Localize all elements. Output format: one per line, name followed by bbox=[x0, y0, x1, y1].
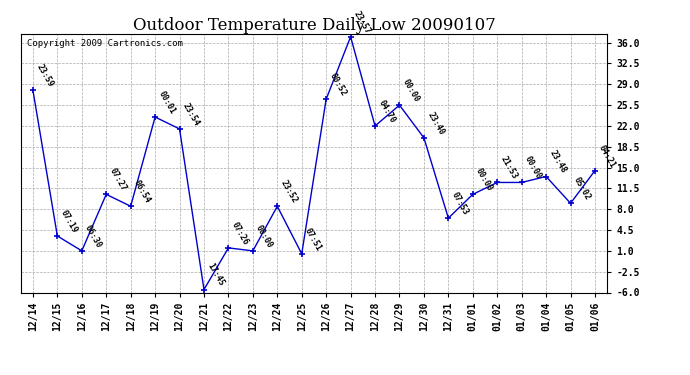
Text: 07:26: 07:26 bbox=[230, 220, 250, 246]
Text: 07:53: 07:53 bbox=[450, 190, 470, 217]
Text: 07:51: 07:51 bbox=[303, 226, 324, 252]
Text: 07:19: 07:19 bbox=[59, 209, 79, 235]
Text: 00:00: 00:00 bbox=[474, 167, 495, 193]
Text: 04:70: 04:70 bbox=[377, 98, 397, 124]
Text: 23:57: 23:57 bbox=[352, 9, 373, 35]
Text: 17:45: 17:45 bbox=[206, 262, 226, 288]
Text: 00:00: 00:00 bbox=[523, 155, 543, 181]
Text: 23:59: 23:59 bbox=[34, 63, 55, 89]
Text: Copyright 2009 Cartronics.com: Copyright 2009 Cartronics.com bbox=[26, 39, 182, 48]
Text: 00:00: 00:00 bbox=[254, 224, 275, 249]
Text: 23:52: 23:52 bbox=[279, 179, 299, 205]
Text: 23:40: 23:40 bbox=[425, 110, 446, 136]
Text: 21:53: 21:53 bbox=[499, 155, 519, 181]
Text: 00:52: 00:52 bbox=[328, 72, 348, 98]
Text: 06:54: 06:54 bbox=[132, 179, 152, 205]
Text: 07:27: 07:27 bbox=[108, 167, 128, 193]
Text: 05:02: 05:02 bbox=[572, 176, 592, 202]
Text: 00:00: 00:00 bbox=[401, 78, 421, 104]
Text: 04:21: 04:21 bbox=[596, 143, 617, 169]
Text: 23:48: 23:48 bbox=[547, 149, 568, 175]
Text: 23:54: 23:54 bbox=[181, 101, 201, 128]
Text: 00:01: 00:01 bbox=[157, 90, 177, 116]
Title: Outdoor Temperature Daily Low 20090107: Outdoor Temperature Daily Low 20090107 bbox=[132, 16, 495, 34]
Text: 06:30: 06:30 bbox=[83, 224, 104, 249]
